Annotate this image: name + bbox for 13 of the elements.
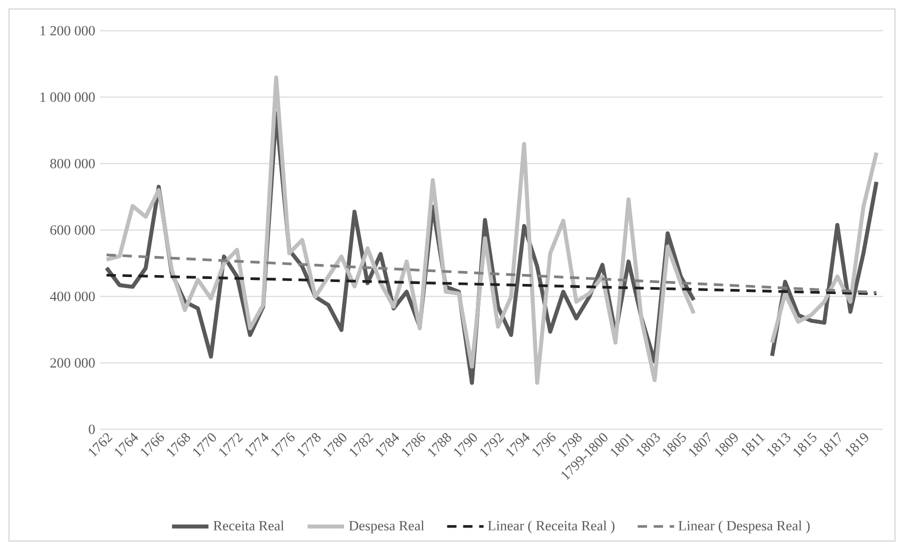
y-tick-label: 600 000 bbox=[50, 225, 95, 235]
y-tick-label: 1 200 000 bbox=[40, 26, 95, 36]
y-tick-label: 1 000 000 bbox=[40, 92, 95, 102]
legend-label: Receita Real bbox=[214, 520, 284, 530]
x-tick-label: 1811 bbox=[742, 434, 766, 457]
y-tick-label: 200 000 bbox=[50, 358, 95, 368]
legend-label: Linear ( Receita Real ) bbox=[488, 520, 614, 534]
y-tick-label: 800 000 bbox=[50, 158, 95, 168]
y-tick-label: 400 000 bbox=[50, 292, 95, 302]
legend-label: Linear ( Despesa Real ) bbox=[678, 520, 810, 534]
y-tick-label: 0 bbox=[88, 424, 95, 434]
legend-label: Despesa Real bbox=[349, 520, 424, 534]
x-tick-label: 1801 bbox=[610, 434, 635, 458]
